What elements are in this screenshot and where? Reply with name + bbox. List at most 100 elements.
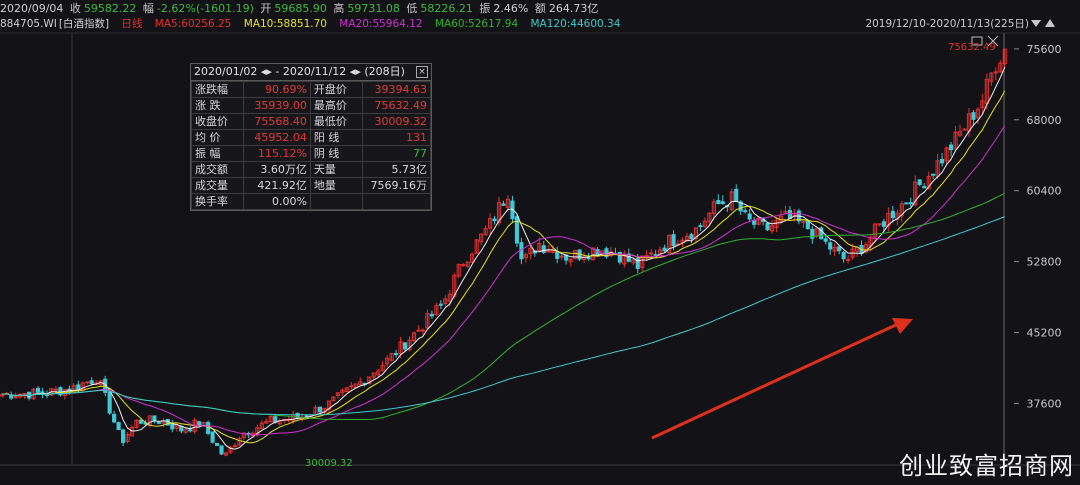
candle-body [774,219,779,229]
candle-body [989,72,994,82]
index-code: 884705.WI [0,18,57,30]
candle-body [743,210,748,213]
stat-key: 收盘价 [191,113,244,130]
candle-body [349,385,354,388]
candle-body [819,227,824,240]
candle-body [523,254,528,259]
candle-body [626,253,631,262]
candle-body [179,425,184,432]
candle-body [398,341,403,355]
candle-body [805,220,810,230]
candle-body [586,256,591,260]
candle-body [689,234,694,240]
stats-row: 振 幅 115.12% 阴 线 77 [191,145,432,162]
candle-body [434,305,439,315]
amp-label: 振 [479,2,491,15]
candle-body [367,376,372,385]
candle-body [138,419,144,424]
stats-row: 成交量 421.92亿 地量 7569.16万 [191,177,432,194]
chevron-down-icon[interactable] [1031,20,1041,27]
candle-body [411,332,417,342]
candle-body [756,217,761,225]
stat-value: 75632.49 [361,97,432,114]
candle-body [219,445,224,455]
candle-body [541,245,546,253]
candle-body [720,201,725,205]
close-x-icon [987,35,999,47]
candle-body [837,246,842,252]
candle-body [559,255,564,258]
candle-body [573,250,578,259]
stat-key: 最高价 [309,97,363,114]
amp-value: 2.46% [493,2,529,15]
stat-value: 75568.40 [243,113,311,130]
candle-body [953,131,958,150]
period-label[interactable]: 日线 [121,18,143,30]
candle-body [962,128,967,131]
high-marker: 75632.49 [948,42,996,53]
candle-body [948,144,954,151]
candle-body [53,388,59,391]
candle-body [971,112,976,120]
ma120-label: MA120:44600.34 [530,18,621,30]
candle-body [129,426,135,437]
y-tick-label: 68000 [1027,114,1062,127]
date-range-label[interactable]: 2019/12/10-2020/11/13(225日) [865,18,1029,30]
candle-body [913,181,918,206]
ma120-line [2,216,1005,416]
stat-key: 涨跌幅 [191,81,244,98]
candle-body [904,202,909,205]
y-tick-label: 60400 [1027,185,1062,198]
stat-key: 成交量 [191,177,244,194]
close-value: 59582.22 [83,2,137,15]
candle-body [940,158,945,164]
candle-body [863,244,869,253]
ma5-label: MA5:60256.25 [154,18,232,30]
candle-body [461,264,466,267]
candle-body [711,201,716,215]
y-tick-label: 52800 [1027,256,1062,269]
candle-body [1002,48,1007,65]
index-name: [白酒指数] [58,18,110,30]
change-label: 幅 [142,2,154,15]
candle-body [380,364,385,371]
candle-body [707,212,712,223]
candle-body [385,357,390,365]
close-icon[interactable]: × [416,66,428,78]
stats-row: 收盘价 75568.40 最低价 30009.32 [191,113,432,130]
stat-value: 131 [361,129,432,146]
candle-body [926,175,931,190]
candle-body [957,131,963,136]
open-value: 59685.90 [274,2,327,15]
candle-body [823,238,828,242]
candle-body [975,108,980,119]
candle-body [470,253,475,263]
candle-body [765,222,770,231]
candle-body [340,389,345,393]
candle-body [908,202,913,205]
stat-key: 天量 [309,161,363,178]
candle-body [447,293,452,302]
candle-body [886,212,891,227]
y-tick-label: 45200 [1027,327,1062,340]
candle-body [416,329,421,332]
candle-body [89,380,94,384]
stat-key: 阳 线 [309,129,363,146]
candle-body [335,392,340,396]
stat-value: 30009.32 [361,113,432,130]
candle-body [922,186,927,189]
candle-body [716,199,721,205]
stat-value: 421.92亿 [243,177,311,194]
candle-body [501,203,506,206]
candle-body [537,243,542,251]
stat-key [309,193,363,210]
interval-stats-panel: 2020/01/02 ◂▸ - 2020/11/12 ◂▸ (208日) × 涨… [190,63,432,211]
trend-arrow-head [892,318,913,334]
scroll-up-icon[interactable] [1045,19,1055,27]
candle-body [514,216,519,244]
stat-key: 最低价 [309,113,363,130]
candle-body [112,413,117,423]
close-label: 收 [69,2,81,15]
candle-body [846,259,851,262]
